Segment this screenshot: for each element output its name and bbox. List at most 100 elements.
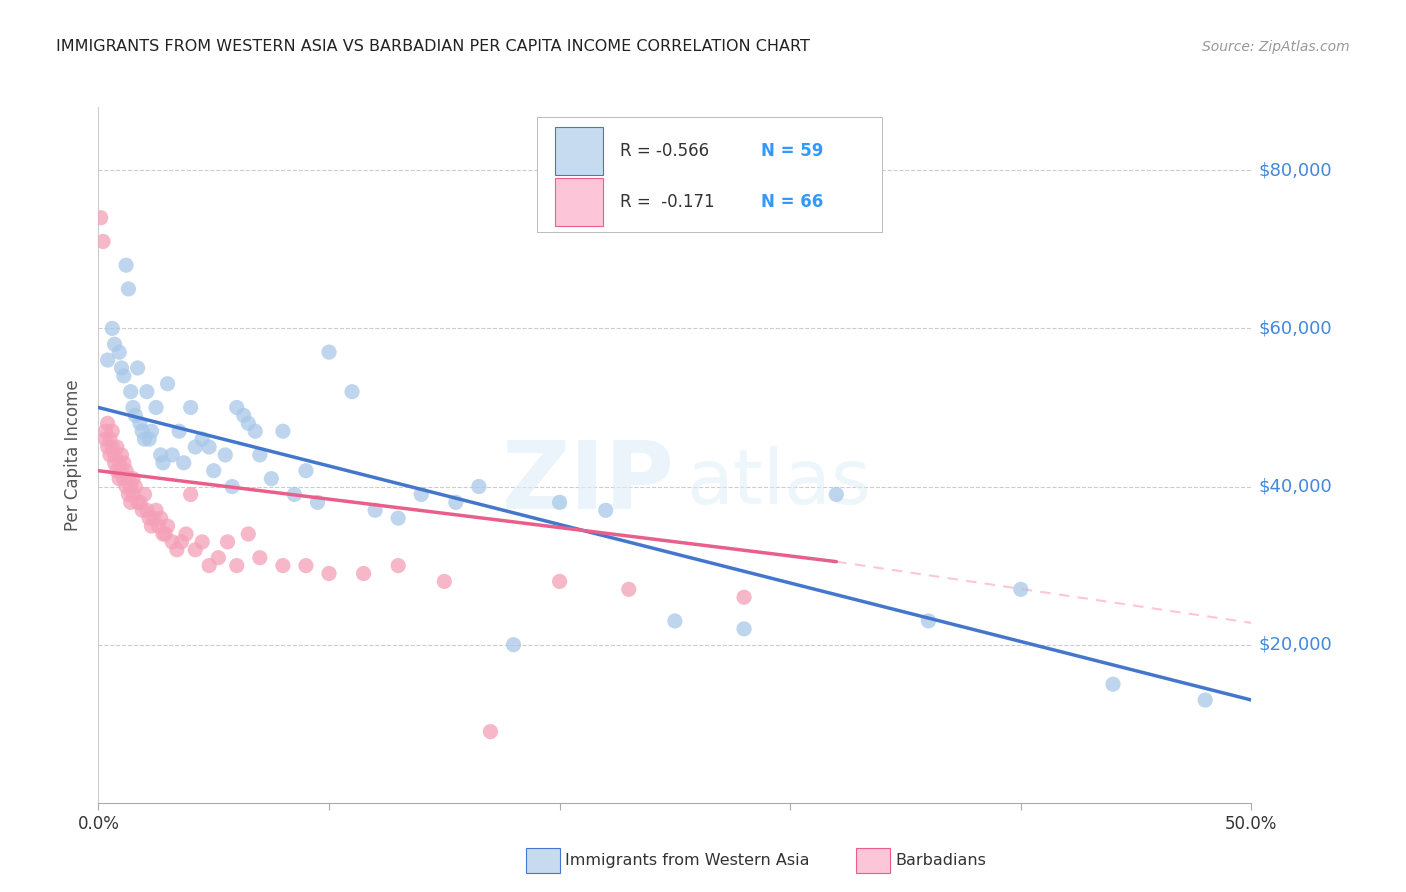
Point bbox=[664, 614, 686, 628]
Point bbox=[112, 368, 135, 383]
Point bbox=[129, 495, 152, 509]
Point bbox=[94, 432, 117, 446]
Point bbox=[318, 566, 340, 581]
Point bbox=[411, 487, 433, 501]
Point bbox=[138, 432, 160, 446]
Text: $60,000: $60,000 bbox=[1258, 319, 1331, 337]
Point bbox=[110, 464, 132, 478]
Point bbox=[225, 558, 247, 573]
Text: ZIP: ZIP bbox=[502, 437, 675, 529]
Point bbox=[122, 472, 145, 486]
Point bbox=[97, 417, 120, 431]
Point bbox=[97, 440, 120, 454]
Point bbox=[115, 479, 138, 493]
Point bbox=[141, 424, 163, 438]
Point bbox=[103, 448, 125, 462]
Point bbox=[120, 384, 142, 399]
Point bbox=[444, 495, 467, 509]
Point bbox=[340, 384, 363, 399]
Point bbox=[387, 558, 409, 573]
Point bbox=[174, 527, 197, 541]
Point bbox=[105, 440, 128, 454]
Point bbox=[191, 432, 214, 446]
Point bbox=[295, 464, 318, 478]
Point bbox=[468, 479, 491, 493]
Point bbox=[207, 550, 229, 565]
Point bbox=[124, 479, 146, 493]
Point bbox=[733, 622, 755, 636]
Point bbox=[479, 724, 502, 739]
Point bbox=[249, 550, 271, 565]
Point bbox=[214, 448, 236, 462]
Point bbox=[120, 479, 142, 493]
Point bbox=[103, 337, 125, 351]
Point bbox=[548, 495, 571, 509]
Point bbox=[142, 511, 165, 525]
Point bbox=[131, 424, 153, 438]
Point bbox=[502, 638, 524, 652]
Point bbox=[91, 235, 114, 249]
Point bbox=[94, 424, 117, 438]
Point bbox=[120, 495, 142, 509]
Point bbox=[112, 456, 135, 470]
Point bbox=[156, 519, 179, 533]
Point bbox=[917, 614, 939, 628]
Text: Immigrants from Western Asia: Immigrants from Western Asia bbox=[565, 854, 810, 868]
Text: atlas: atlas bbox=[686, 446, 872, 520]
Point bbox=[134, 432, 156, 446]
Point bbox=[149, 511, 172, 525]
Point bbox=[101, 321, 124, 335]
Point bbox=[173, 456, 195, 470]
Point bbox=[155, 527, 177, 541]
Point bbox=[117, 472, 139, 486]
Point bbox=[217, 535, 239, 549]
Point bbox=[198, 558, 221, 573]
Point bbox=[145, 503, 167, 517]
Point bbox=[134, 487, 156, 501]
Text: N = 66: N = 66 bbox=[762, 194, 824, 211]
Point bbox=[141, 519, 163, 533]
Text: Source: ZipAtlas.com: Source: ZipAtlas.com bbox=[1202, 39, 1350, 54]
Point bbox=[101, 424, 124, 438]
Point bbox=[115, 464, 138, 478]
Text: IMMIGRANTS FROM WESTERN ASIA VS BARBADIAN PER CAPITA INCOME CORRELATION CHART: IMMIGRANTS FROM WESTERN ASIA VS BARBADIA… bbox=[56, 38, 810, 54]
Point bbox=[127, 495, 149, 509]
Point bbox=[122, 401, 145, 415]
Point bbox=[108, 472, 131, 486]
Point bbox=[364, 503, 387, 517]
Point bbox=[202, 464, 225, 478]
Point bbox=[145, 401, 167, 415]
Point bbox=[295, 558, 318, 573]
Point bbox=[271, 558, 294, 573]
Point bbox=[135, 384, 157, 399]
Point bbox=[238, 527, 260, 541]
Point bbox=[271, 424, 294, 438]
Text: $80,000: $80,000 bbox=[1258, 161, 1331, 179]
Point bbox=[225, 401, 247, 415]
Point bbox=[124, 409, 146, 423]
Text: Barbadians: Barbadians bbox=[896, 854, 987, 868]
Point bbox=[117, 487, 139, 501]
Point bbox=[90, 211, 112, 225]
Point bbox=[221, 479, 243, 493]
Point bbox=[180, 401, 202, 415]
Text: N = 59: N = 59 bbox=[762, 142, 824, 160]
Point bbox=[149, 448, 172, 462]
Point bbox=[198, 440, 221, 454]
Point bbox=[1102, 677, 1125, 691]
Point bbox=[110, 448, 132, 462]
Point bbox=[245, 424, 267, 438]
Point bbox=[238, 417, 260, 431]
Text: R =  -0.171: R = -0.171 bbox=[620, 194, 714, 211]
Point bbox=[353, 566, 375, 581]
FancyBboxPatch shape bbox=[555, 127, 603, 175]
Point bbox=[184, 440, 207, 454]
Point bbox=[131, 503, 153, 517]
Point bbox=[160, 448, 183, 462]
Point bbox=[1010, 582, 1032, 597]
Point bbox=[98, 448, 121, 462]
Point bbox=[617, 582, 640, 597]
Y-axis label: Per Capita Income: Per Capita Income bbox=[65, 379, 83, 531]
FancyBboxPatch shape bbox=[555, 178, 603, 227]
Text: $20,000: $20,000 bbox=[1258, 636, 1331, 654]
